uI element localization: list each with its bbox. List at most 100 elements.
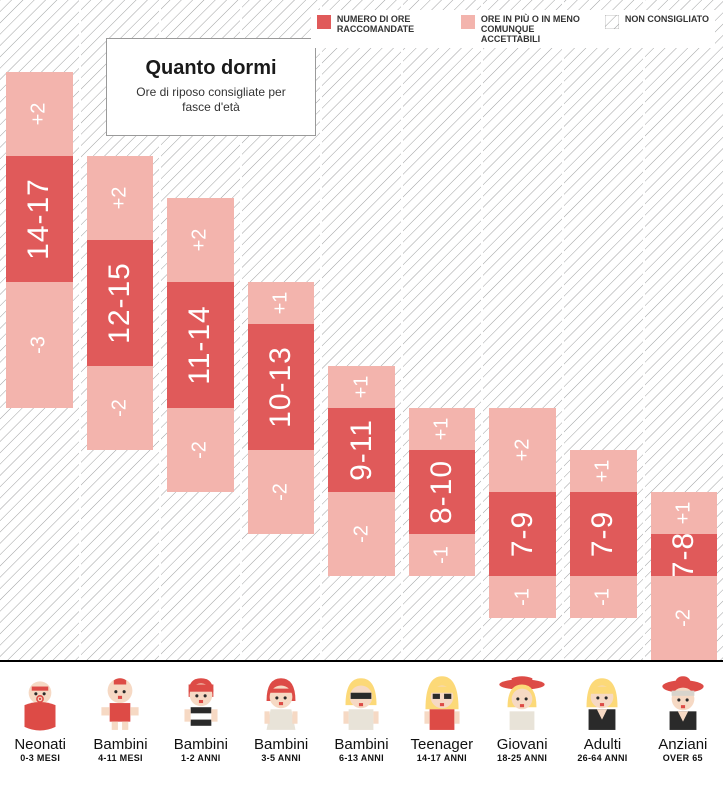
bar-stack: +2 12-15 -2	[87, 156, 154, 450]
category-cell-3: Bambini3-5 ANNI	[241, 664, 321, 763]
bar-segment: -2	[248, 450, 315, 534]
column-5: +1 8-10 -1	[403, 0, 484, 680]
bar-label: +1	[592, 460, 615, 483]
preteen-girl-icon	[330, 670, 392, 732]
category-sublabel: 4-11 MESI	[82, 753, 158, 763]
bar-stack: +2 11-14 -2	[167, 198, 234, 492]
legend-label-acceptable: ORE IN PIÙ O IN MENO COMUNQUE ACCETTABIL…	[481, 14, 591, 44]
category-sublabel: 26-64 ANNI	[564, 753, 640, 763]
category-sublabel: 1-2 ANNI	[163, 753, 239, 763]
bar-segment: +2	[489, 408, 556, 492]
bar-label: -2	[350, 525, 373, 543]
category-cell-8: AnzianiOVER 65	[643, 664, 723, 763]
bar-label: +2	[28, 103, 51, 126]
bar-segment: -3	[6, 282, 73, 408]
category-label: Bambini	[243, 736, 319, 753]
bar-stack: +1 9-11 -2	[328, 366, 395, 576]
bar-label: -2	[108, 399, 131, 417]
column-6: +2 7-9 -1	[483, 0, 564, 680]
bar-segment: +1	[570, 450, 637, 492]
chart-title: Quanto dormi	[121, 57, 301, 80]
category-label: Bambini	[323, 736, 399, 753]
category-label: Teenager	[404, 736, 480, 753]
category-cell-4: Bambini6-13 ANNI	[321, 664, 401, 763]
bar-segment: -1	[409, 534, 476, 576]
legend-label-not-advised: NON CONSIGLIATO	[625, 14, 709, 24]
bar-label: 9-11	[345, 419, 379, 481]
legend-not-advised: NON CONSIGLIATO	[605, 14, 709, 44]
bar-stack: +1 8-10 -1	[409, 408, 476, 576]
bar-label: 7-8	[667, 532, 701, 578]
category-sublabel: OVER 65	[645, 753, 721, 763]
bar-segment: -2	[87, 366, 154, 450]
bar-label: -1	[431, 546, 454, 564]
bar-segment: -2	[167, 408, 234, 492]
bar-segment: +1	[328, 366, 395, 408]
bar-stack: +1 7-9 -1	[570, 450, 637, 618]
bar-label: 11-14	[183, 305, 217, 385]
bar-stack: +1 10-13 -2	[248, 282, 315, 534]
bar-label: +2	[108, 187, 131, 210]
bar-label: +1	[672, 502, 695, 525]
bar-segment: -2	[651, 576, 718, 660]
bar-label: 7-9	[586, 511, 620, 557]
bar-segment: +2	[6, 72, 73, 156]
chart-baseline	[0, 660, 723, 662]
bar-label: 10-13	[264, 346, 298, 428]
bar-label: -2	[269, 483, 292, 501]
category-cell-0: Neonati0-3 MESI	[0, 664, 80, 763]
toddler-girl-icon	[170, 670, 232, 732]
bar-segment: +1	[651, 492, 718, 534]
bar-segment: +1	[248, 282, 315, 324]
bar-segment: 10-13	[248, 324, 315, 450]
young-adult-icon	[491, 670, 553, 732]
category-label: Anziani	[645, 736, 721, 753]
bar-segment: 7-9	[489, 492, 556, 576]
legend: NUMERO DI ORE RACCOMANDATE ORE IN PIÙ O …	[311, 10, 715, 48]
category-sublabel: 14-17 ANNI	[404, 753, 480, 763]
bar-segment: -2	[328, 492, 395, 576]
baby-sitting-icon	[89, 670, 151, 732]
bar-label: 14-17	[22, 178, 56, 260]
bar-segment: +2	[87, 156, 154, 240]
category-cell-1: Bambini4-11 MESI	[80, 664, 160, 763]
baby-swaddle-icon	[9, 670, 71, 732]
title-box: Quanto dormi Ore di riposo consigliate p…	[106, 38, 316, 136]
bar-label: 7-9	[506, 511, 540, 557]
bar-label: -1	[511, 588, 534, 606]
bar-segment: 8-10	[409, 450, 476, 534]
bar-segment: 12-15	[87, 240, 154, 366]
category-sublabel: 18-25 ANNI	[484, 753, 560, 763]
legend-recommended: NUMERO DI ORE RACCOMANDATE	[317, 14, 447, 44]
bar-label: 8-10	[425, 460, 459, 524]
category-sublabel: 6-13 ANNI	[323, 753, 399, 763]
bar-segment: 14-17	[6, 156, 73, 282]
category-icons-row: Neonati0-3 MESIBambini4-11 MESIBambini1-…	[0, 664, 723, 763]
bar-label: +1	[269, 292, 292, 315]
bar-label: -3	[28, 336, 51, 354]
elderly-woman-icon	[652, 670, 714, 732]
child-girl-icon	[250, 670, 312, 732]
category-label: Adulti	[564, 736, 640, 753]
teen-girl-icon	[411, 670, 473, 732]
category-label: Bambini	[82, 736, 158, 753]
category-cell-5: Teenager14-17 ANNI	[402, 664, 482, 763]
category-cell-6: Giovani18-25 ANNI	[482, 664, 562, 763]
bar-segment: +2	[167, 198, 234, 282]
column-8: +1 7-8-2	[645, 0, 723, 680]
legend-swatch-recommended	[317, 15, 331, 29]
bar-stack: +2 14-17 -3	[6, 72, 73, 408]
bar-label: +1	[350, 376, 373, 399]
category-sublabel: 0-3 MESI	[2, 753, 78, 763]
chart-subtitle: Ore di riposo consigliate per fasce d'et…	[121, 85, 301, 115]
category-label: Neonati	[2, 736, 78, 753]
bar-segment: 7-8	[651, 534, 718, 576]
category-label: Giovani	[484, 736, 560, 753]
bar-label: +1	[431, 418, 454, 441]
bar-stack: +2 7-9 -1	[489, 408, 556, 618]
chart-area: +2 14-17 -3 +2 12-15 -2 +2 11-14 -2 +1 10-13 -2 +1 9-…	[0, 0, 723, 680]
bar-label: -2	[189, 441, 212, 459]
category-cell-2: Bambini1-2 ANNI	[161, 664, 241, 763]
bar-label: -1	[592, 588, 615, 606]
bar-label: 12-15	[103, 262, 137, 344]
